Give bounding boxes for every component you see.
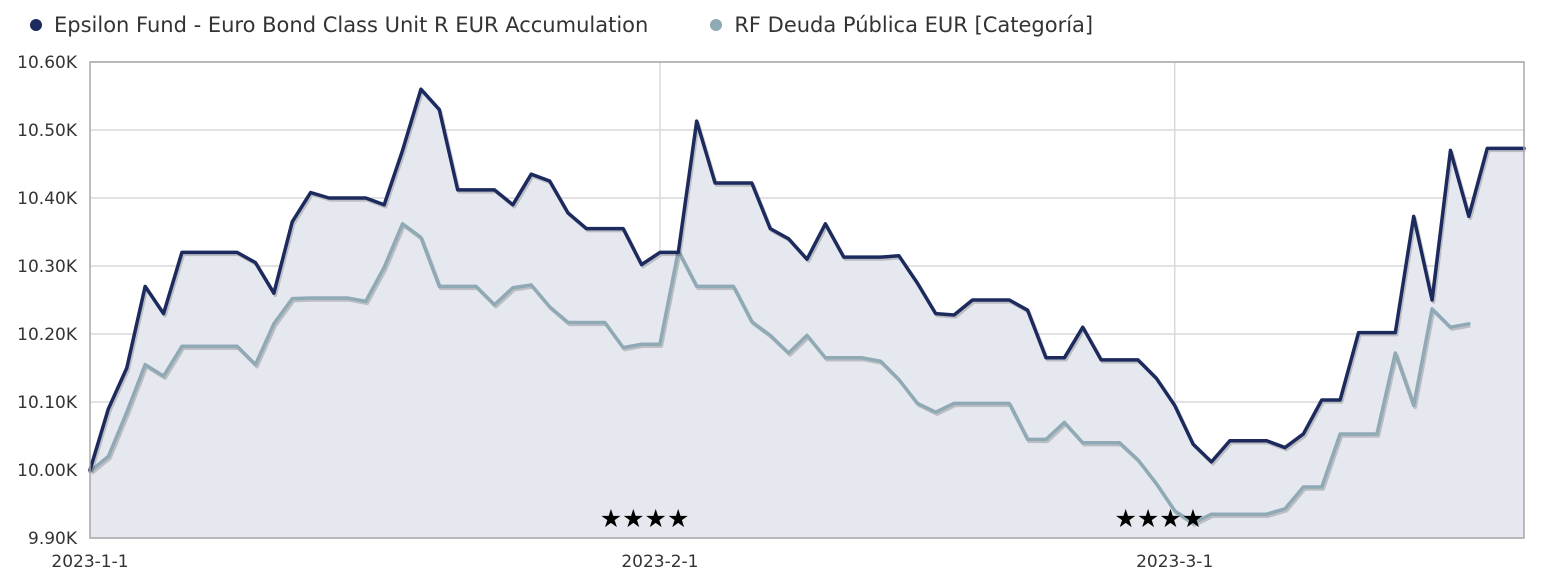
y-axis-ticks: 9.90K 10.00K 10.10K 10.20K 10.30K 10.40K 10.50… (17, 53, 78, 549)
series-lines (88, 87, 1526, 527)
area-fill-fund (90, 89, 1524, 538)
y-tick-label: 10.50K (17, 121, 78, 141)
y-tick-label: 9.90K (28, 529, 78, 549)
rating-star-label: ★★★★ (1114, 504, 1204, 533)
x-axis-ticks: 2023-1-1 2023-2-1 2023-3-1 (51, 552, 1213, 572)
y-tick-label: 10.20K (17, 325, 78, 345)
legend-label-category: RF Deuda Pública EUR [Categoría] (734, 13, 1094, 37)
x-tick-label: 2023-2-1 (621, 552, 698, 572)
y-tick-label: 10.10K (17, 393, 78, 413)
series-shadow-0 (89, 89, 1526, 473)
rating-stars: ★★★★ ★★★★ (600, 504, 1204, 533)
legend-label-fund: Epsilon Fund - Euro Bond Class Unit R EU… (54, 13, 649, 37)
plot-area-frame (89, 61, 1525, 539)
x-tick-label: 2023-3-1 (1136, 552, 1213, 572)
series-line-fund (88, 87, 1526, 472)
y-tick-label: 10.40K (17, 189, 78, 209)
rating-star-label: ★★★★ (600, 504, 690, 533)
x-tick-label: 2023-1-1 (51, 552, 128, 572)
y-tick-label: 10.60K (17, 53, 78, 73)
series-line-category (88, 222, 1471, 525)
legend-item-fund[interactable]: Epsilon Fund - Euro Bond Class Unit R EU… (30, 13, 648, 37)
y-tick-label: 10.30K (17, 257, 78, 277)
legend-marker-fund-icon (30, 19, 42, 31)
legend-marker-category-icon (710, 19, 723, 31)
legend-item-category[interactable]: RF Deuda Pública EUR [Categoría] (710, 13, 1093, 37)
y-tick-label: 10.00K (17, 461, 78, 481)
chart-legend: Epsilon Fund - Euro Bond Class Unit R EU… (30, 10, 1155, 40)
